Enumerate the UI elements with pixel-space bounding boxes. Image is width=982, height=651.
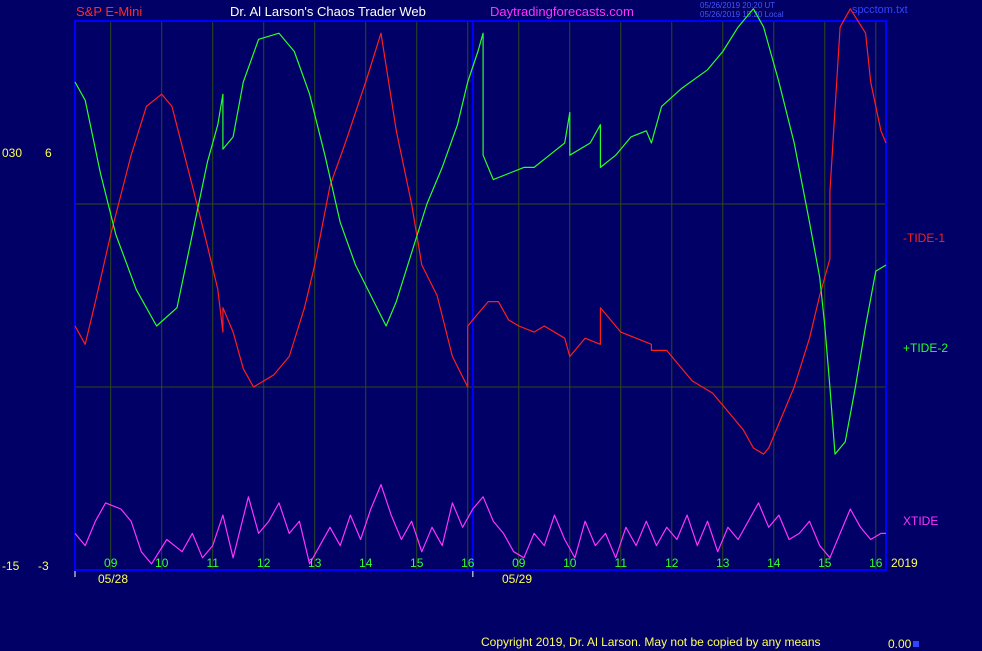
plot-frame bbox=[74, 20, 887, 571]
footer-marker-icon bbox=[913, 641, 919, 647]
legend-tide1: -TIDE-1 bbox=[903, 231, 945, 245]
x-tick-label: 11 bbox=[615, 556, 628, 570]
y-label-left-top: 030 bbox=[2, 146, 23, 160]
symbol-title: S&P E-Mini bbox=[76, 4, 143, 19]
x-tick-label: 10 bbox=[155, 556, 169, 570]
year-label: 2019 bbox=[891, 556, 918, 570]
x-tick-label: 12 bbox=[257, 556, 271, 570]
author-title: Dr. Al Larson's Chaos Trader Web bbox=[230, 4, 426, 19]
x-tick-label: 15 bbox=[410, 556, 424, 570]
x-tick-label: 09 bbox=[104, 556, 118, 570]
data-filename: spcctom.txt bbox=[852, 4, 908, 16]
site-link[interactable]: Daytradingforecasts.com bbox=[490, 4, 634, 19]
copyright: Copyright 2019, Dr. Al Larson. May not b… bbox=[481, 635, 821, 649]
date-label-2: 05/29 bbox=[502, 572, 533, 586]
footer-value: 0.00 bbox=[888, 637, 912, 651]
legend-xtide: XTIDE bbox=[903, 514, 939, 528]
x-tick-label: 16 bbox=[869, 556, 883, 570]
x-tick-label: 10 bbox=[563, 556, 577, 570]
x-tick-label: 16 bbox=[461, 556, 475, 570]
y-label-right-bottom: -3 bbox=[38, 559, 49, 573]
timestamp-local: 05/26/2019 15:20 Local bbox=[700, 10, 784, 19]
x-tick-label: 12 bbox=[665, 556, 679, 570]
y-label-left-bottom: -15 bbox=[2, 559, 20, 573]
x-tick-label: 14 bbox=[767, 556, 781, 570]
x-tick-label: 09 bbox=[512, 556, 526, 570]
x-tick-label: 14 bbox=[359, 556, 373, 570]
x-tick-label: 13 bbox=[716, 556, 730, 570]
series-line-0 bbox=[74, 8, 887, 455]
x-tick-label: 15 bbox=[818, 556, 832, 570]
y-label-right-top: 6 bbox=[45, 146, 52, 160]
x-tick-label: 13 bbox=[308, 556, 322, 570]
series-line-1 bbox=[74, 8, 887, 455]
date-label-1: 05/28 bbox=[98, 572, 129, 586]
series-line-2 bbox=[74, 484, 886, 565]
x-tick-label: 11 bbox=[206, 556, 219, 570]
timestamp-ut: 05/26/2019 20:20 UT bbox=[700, 1, 776, 10]
legend-tide2: +TIDE-2 bbox=[903, 341, 949, 355]
